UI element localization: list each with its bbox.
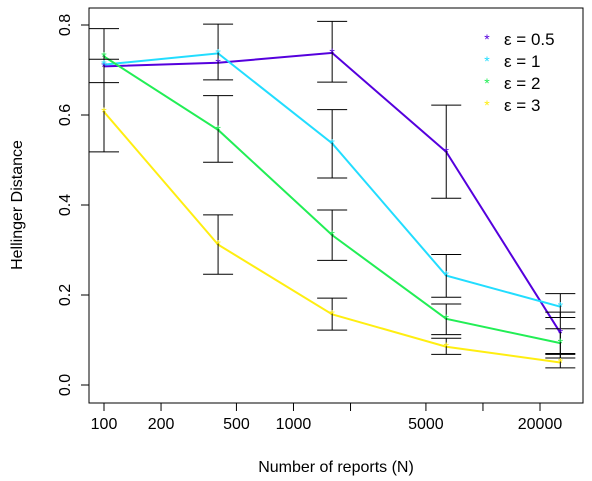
data-points-group: * ******************* [101, 45, 563, 371]
data-point: * [215, 45, 221, 61]
x-tick-label: 5000 [408, 416, 444, 433]
legend: * ε = 0.5 * ε = 1 * ε = 2 * ε = 3 [484, 30, 554, 115]
legend-marker: * [484, 75, 490, 91]
x-tick-label: 100 [91, 416, 118, 433]
y-tick-label: 0.6 [57, 104, 74, 126]
y-axis-label: Hellinger Distance [9, 140, 26, 270]
x-axis-label: Number of reports (N) [258, 459, 414, 476]
data-point: * [215, 237, 221, 253]
data-point: * [444, 339, 450, 355]
data-point: * [101, 104, 107, 120]
data-point: * [215, 55, 221, 71]
legend-marker: * [484, 53, 490, 69]
error-bars-group [89, 20, 576, 369]
data-point: * [101, 58, 107, 74]
data-point: * [101, 57, 107, 73]
data-point: * [329, 306, 335, 322]
data-point: * [558, 299, 564, 315]
series-line [103, 52, 561, 308]
x-tick-label: 20000 [518, 416, 563, 433]
legend-label: ε = 2 [504, 74, 540, 93]
x-tick-label: 200 [148, 416, 175, 433]
legend-label: ε = 1 [504, 52, 540, 71]
axes-group: 100 200 500 1000 5000 20000 0.0 0.2 0.4 0.6 0.8 [57, 14, 562, 433]
data-point: * [101, 49, 107, 65]
data-point: * [444, 268, 450, 284]
data-point: * [215, 122, 221, 138]
x-tick-label: 1000 [276, 416, 312, 433]
data-point: * [329, 45, 335, 61]
data-point: * [558, 355, 564, 371]
y-tick-label: 0.8 [57, 14, 74, 36]
data-point: * [558, 335, 564, 351]
legend-label: ε = 0.5 [504, 30, 555, 49]
data-point: * [329, 227, 335, 243]
y-tick-label: 0.4 [57, 194, 74, 216]
data-point: * [444, 144, 450, 160]
y-tick-label: 0.0 [57, 374, 74, 396]
x-tick-label: 500 [223, 416, 250, 433]
legend-marker: * [484, 97, 490, 113]
legend-marker: * [484, 31, 490, 47]
data-point: * [444, 311, 450, 327]
y-tick-label: 0.2 [57, 284, 74, 306]
legend-label: ε = 3 [504, 96, 540, 115]
data-point: * [558, 325, 564, 341]
data-point: * [329, 135, 335, 151]
